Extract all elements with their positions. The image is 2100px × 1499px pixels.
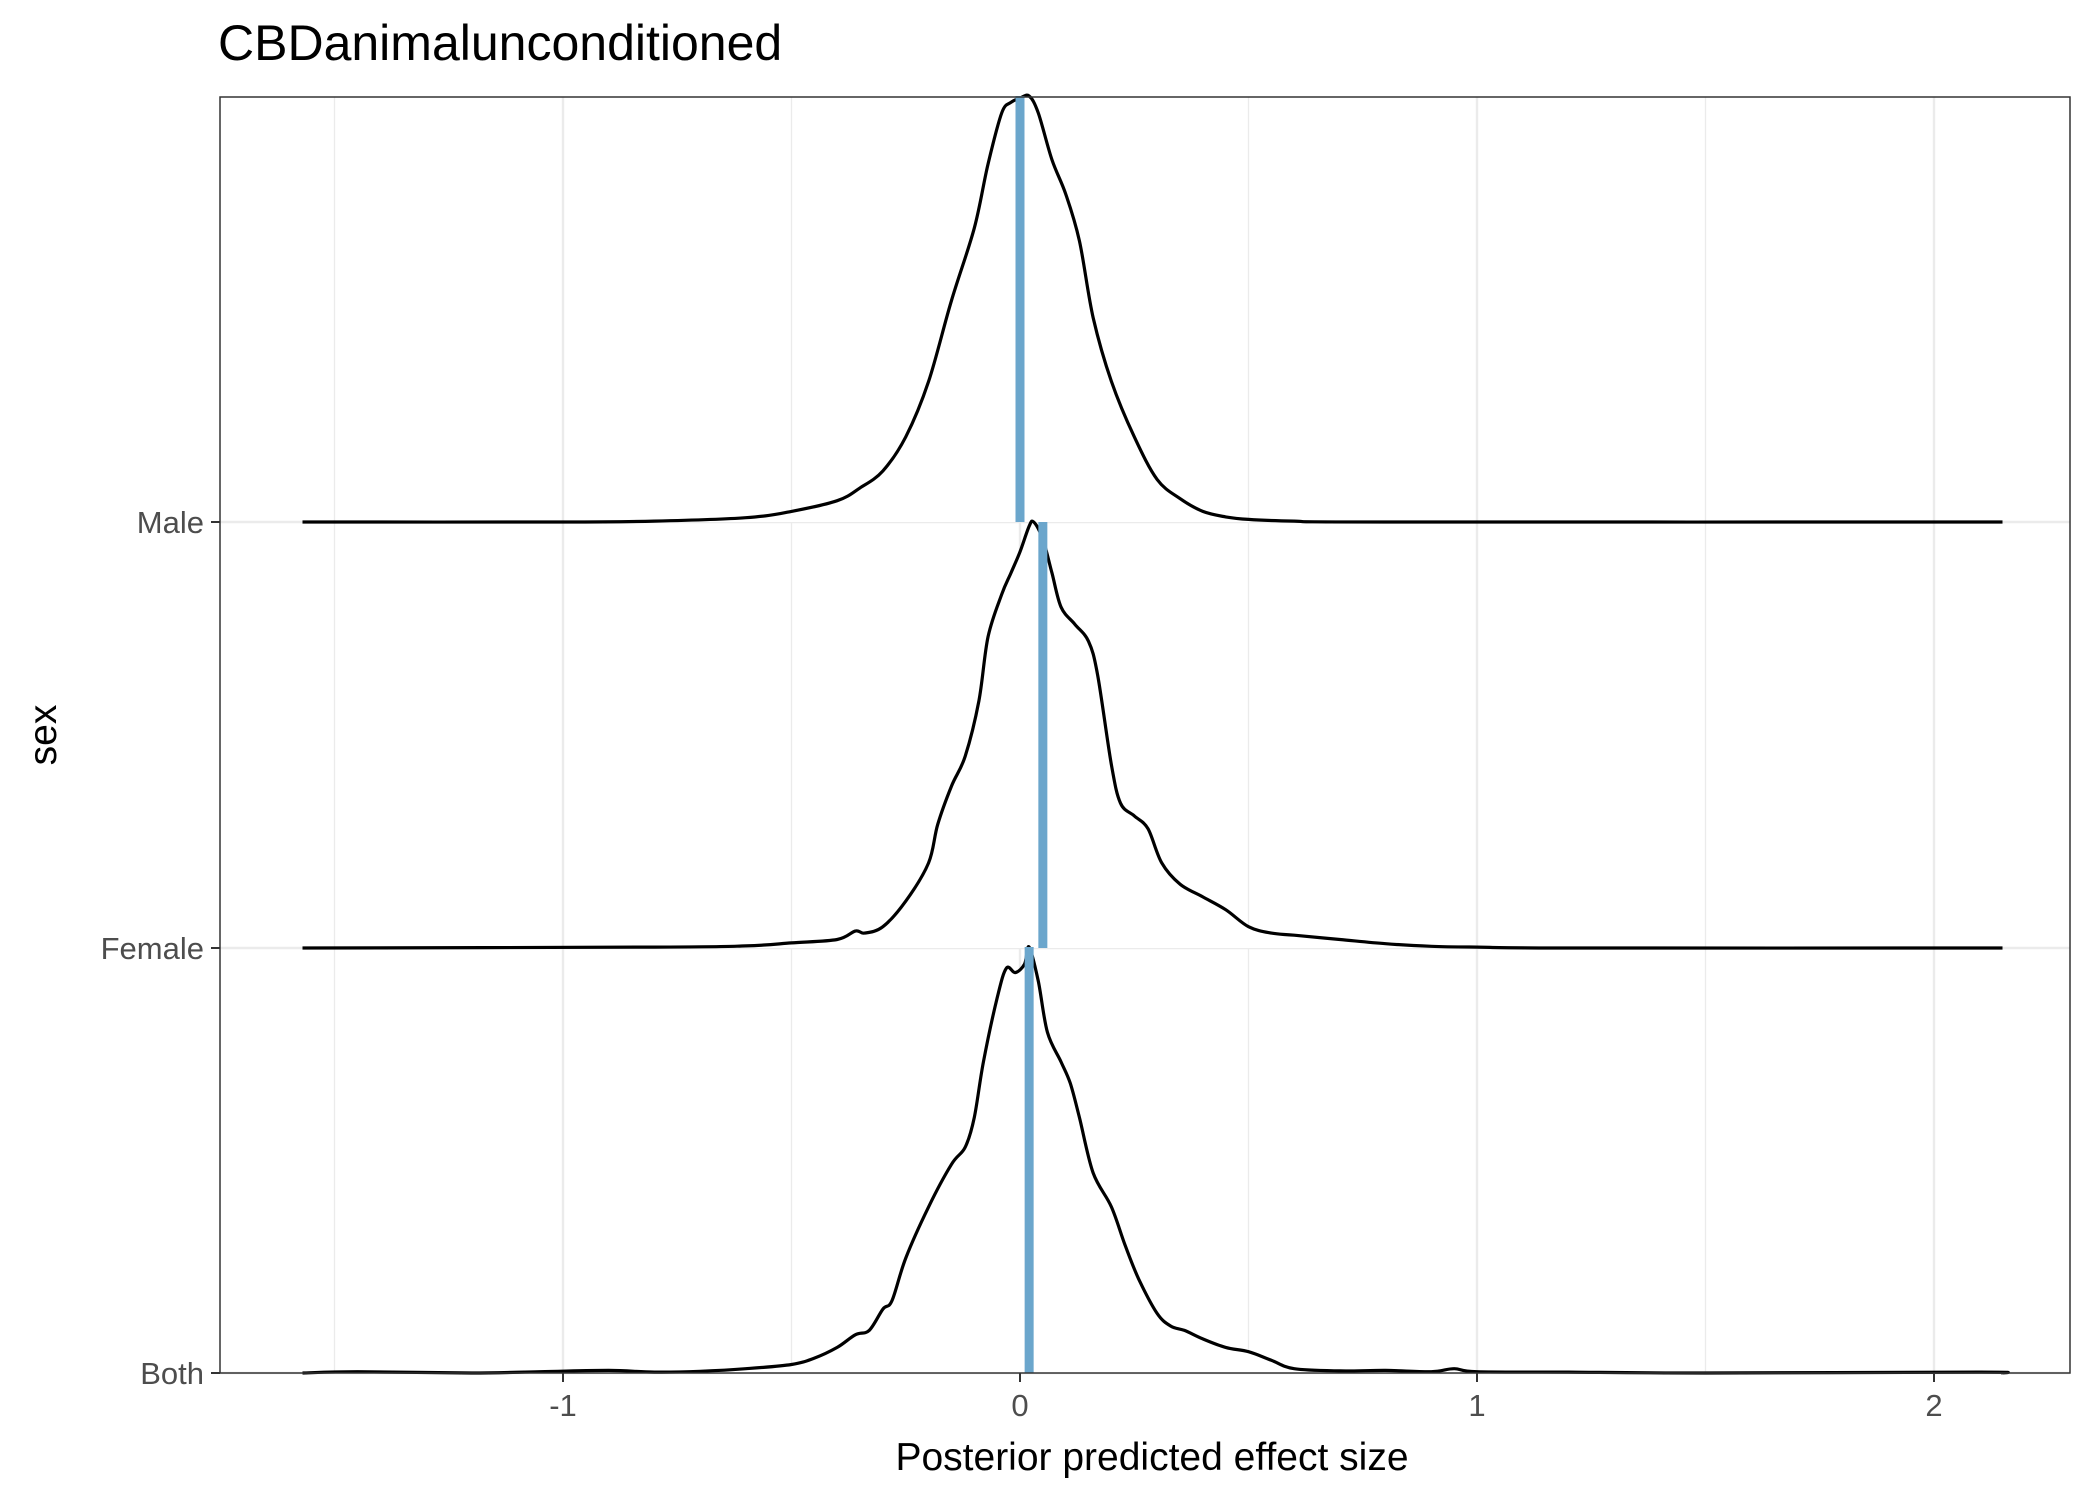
x-tick-label: 2: [1925, 1388, 1942, 1423]
density-curve-female: [302, 519, 2003, 950]
density-curves: [302, 93, 2010, 1375]
x-tick-label: -1: [549, 1388, 577, 1423]
mean-lines: [1015, 96, 1048, 1373]
y-tick-label: Female: [101, 931, 204, 966]
y-axis-title: sex: [22, 704, 65, 765]
panel-border: [219, 96, 2071, 1374]
grid: [220, 97, 2070, 1375]
chart-title: CBDanimalunconditioned: [218, 15, 782, 71]
density-fill-female: [302, 521, 2003, 949]
x-axis: -1 0 1 2: [549, 1373, 1943, 1423]
x-tick-label: 0: [1011, 1388, 1028, 1423]
y-tick-label: Both: [140, 1356, 204, 1391]
x-tick-label: 1: [1468, 1388, 1485, 1423]
density-curve-male: [302, 93, 2003, 524]
density-curve-both: [302, 945, 2010, 1375]
x-axis-title: Posterior predicted effect size: [895, 1436, 1408, 1479]
y-tick-label: Male: [137, 505, 204, 540]
density-fill-male: [302, 95, 2003, 523]
y-axis: Both Female Male: [101, 505, 220, 1391]
